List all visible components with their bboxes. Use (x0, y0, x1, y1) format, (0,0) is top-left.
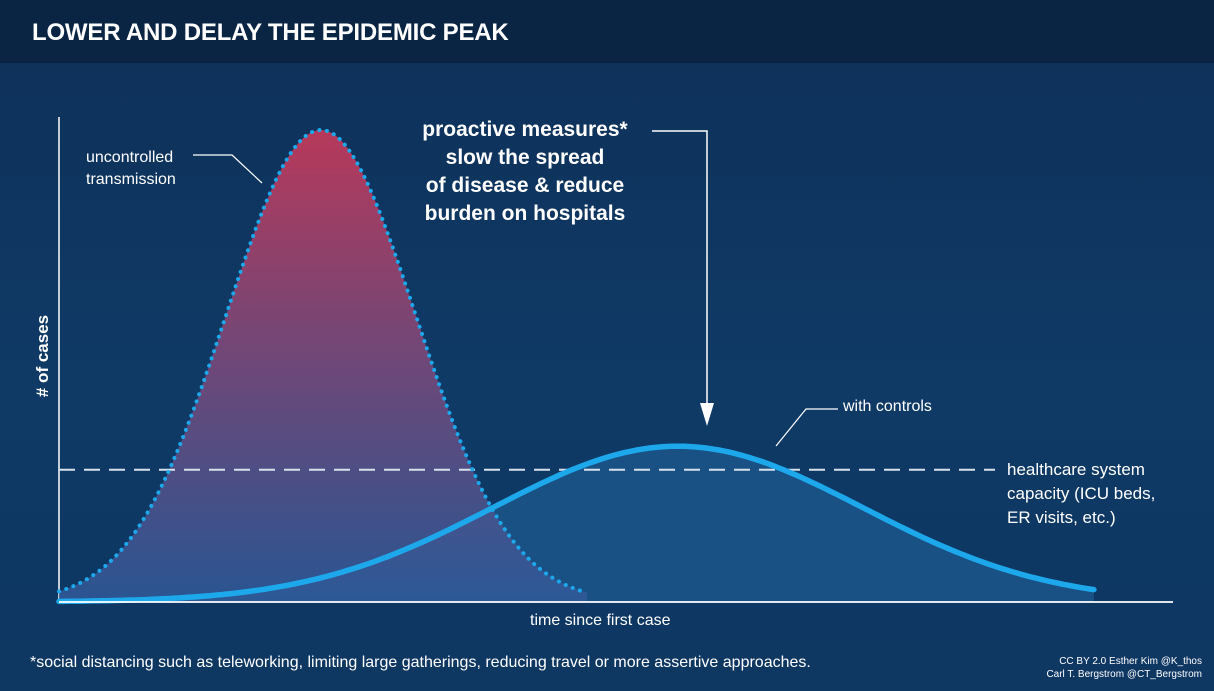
proactive-arrow-line (652, 130, 708, 407)
header-bar: LOWER AND DELAY THE EPIDEMIC PEAK (0, 0, 1214, 63)
page-title: LOWER AND DELAY THE EPIDEMIC PEAK (32, 19, 509, 46)
capacity-label-line: ER visits, etc.) (1007, 508, 1116, 527)
arrow-head-icon (700, 403, 714, 426)
uncontrolled-leader-line (193, 154, 263, 184)
x-axis-label: time since first case (530, 612, 671, 629)
with-controls-leader-line (775, 408, 838, 447)
y-axis-label: # of cases (33, 314, 52, 398)
credit-line: Carl T. Bergstrom @CT_Bergstrom (1046, 669, 1202, 680)
uncontrolled-label-line: uncontrolled (86, 149, 174, 166)
credit: CC BY 2.0 Esther Kim @K_thos Carl T. Ber… (1046, 655, 1202, 681)
proactive-label-line: proactive measures* (422, 118, 628, 141)
proactive-label-line: burden on hospitals (424, 202, 626, 225)
uncontrolled-transmission-label: uncontrolled transmission (86, 147, 176, 191)
healthcare-capacity-label: healthcare system capacity (ICU beds, ER… (1007, 458, 1155, 530)
credit-line: CC BY 2.0 Esther Kim @K_thos (1059, 656, 1202, 667)
proactive-label-line: of disease & reduce (425, 174, 625, 197)
capacity-label-line: capacity (ICU beds, (1007, 484, 1156, 503)
proactive-label-line: slow the spread (445, 146, 605, 169)
capacity-label-line: healthcare system (1007, 460, 1145, 479)
uncontrolled-curve (57, 127, 589, 595)
uncontrolled-label-line: transmission (86, 171, 176, 188)
proactive-measures-label: proactive measures* slow the spread of d… (375, 116, 675, 228)
controlled-curve (56, 443, 1097, 605)
footnote: *social distancing such as teleworking, … (30, 654, 811, 671)
uncontrolled-curve-fill (59, 130, 587, 602)
with-controls-label: with controls (843, 398, 932, 415)
controlled-curve-fill (59, 446, 1094, 602)
